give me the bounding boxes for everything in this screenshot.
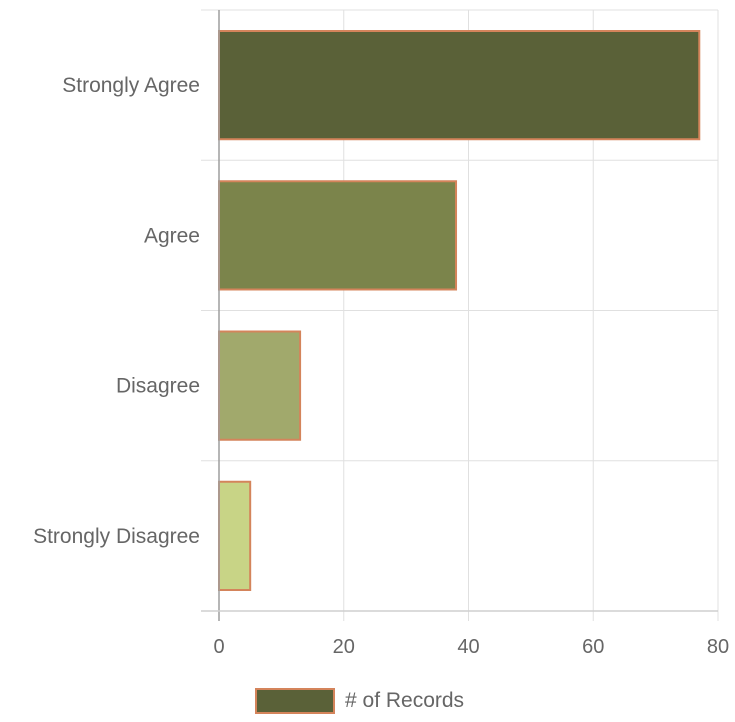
bar xyxy=(218,30,701,141)
x-tick-label: 40 xyxy=(457,636,479,658)
y-tick-label: Agree xyxy=(144,224,200,247)
axis-layer: 0 20 40 60 80 Strongly Agree Agree Disagree Stro… xyxy=(33,10,729,658)
legend: # of Records xyxy=(255,688,464,714)
y-tick-label: Strongly Disagree xyxy=(33,525,200,548)
bar xyxy=(218,330,302,441)
legend-label: # of Records xyxy=(345,689,464,712)
y-tick-label: Strongly Agree xyxy=(62,74,200,97)
legend-swatch xyxy=(255,688,335,714)
bar xyxy=(218,180,458,291)
x-tick-label: 0 xyxy=(213,636,224,658)
bars-layer xyxy=(218,30,701,591)
y-tick-label: Disagree xyxy=(116,375,200,398)
x-tick-label: 80 xyxy=(707,636,729,658)
x-tick-label: 20 xyxy=(333,636,355,658)
bar xyxy=(218,480,252,591)
x-tick-label: 60 xyxy=(582,636,604,658)
